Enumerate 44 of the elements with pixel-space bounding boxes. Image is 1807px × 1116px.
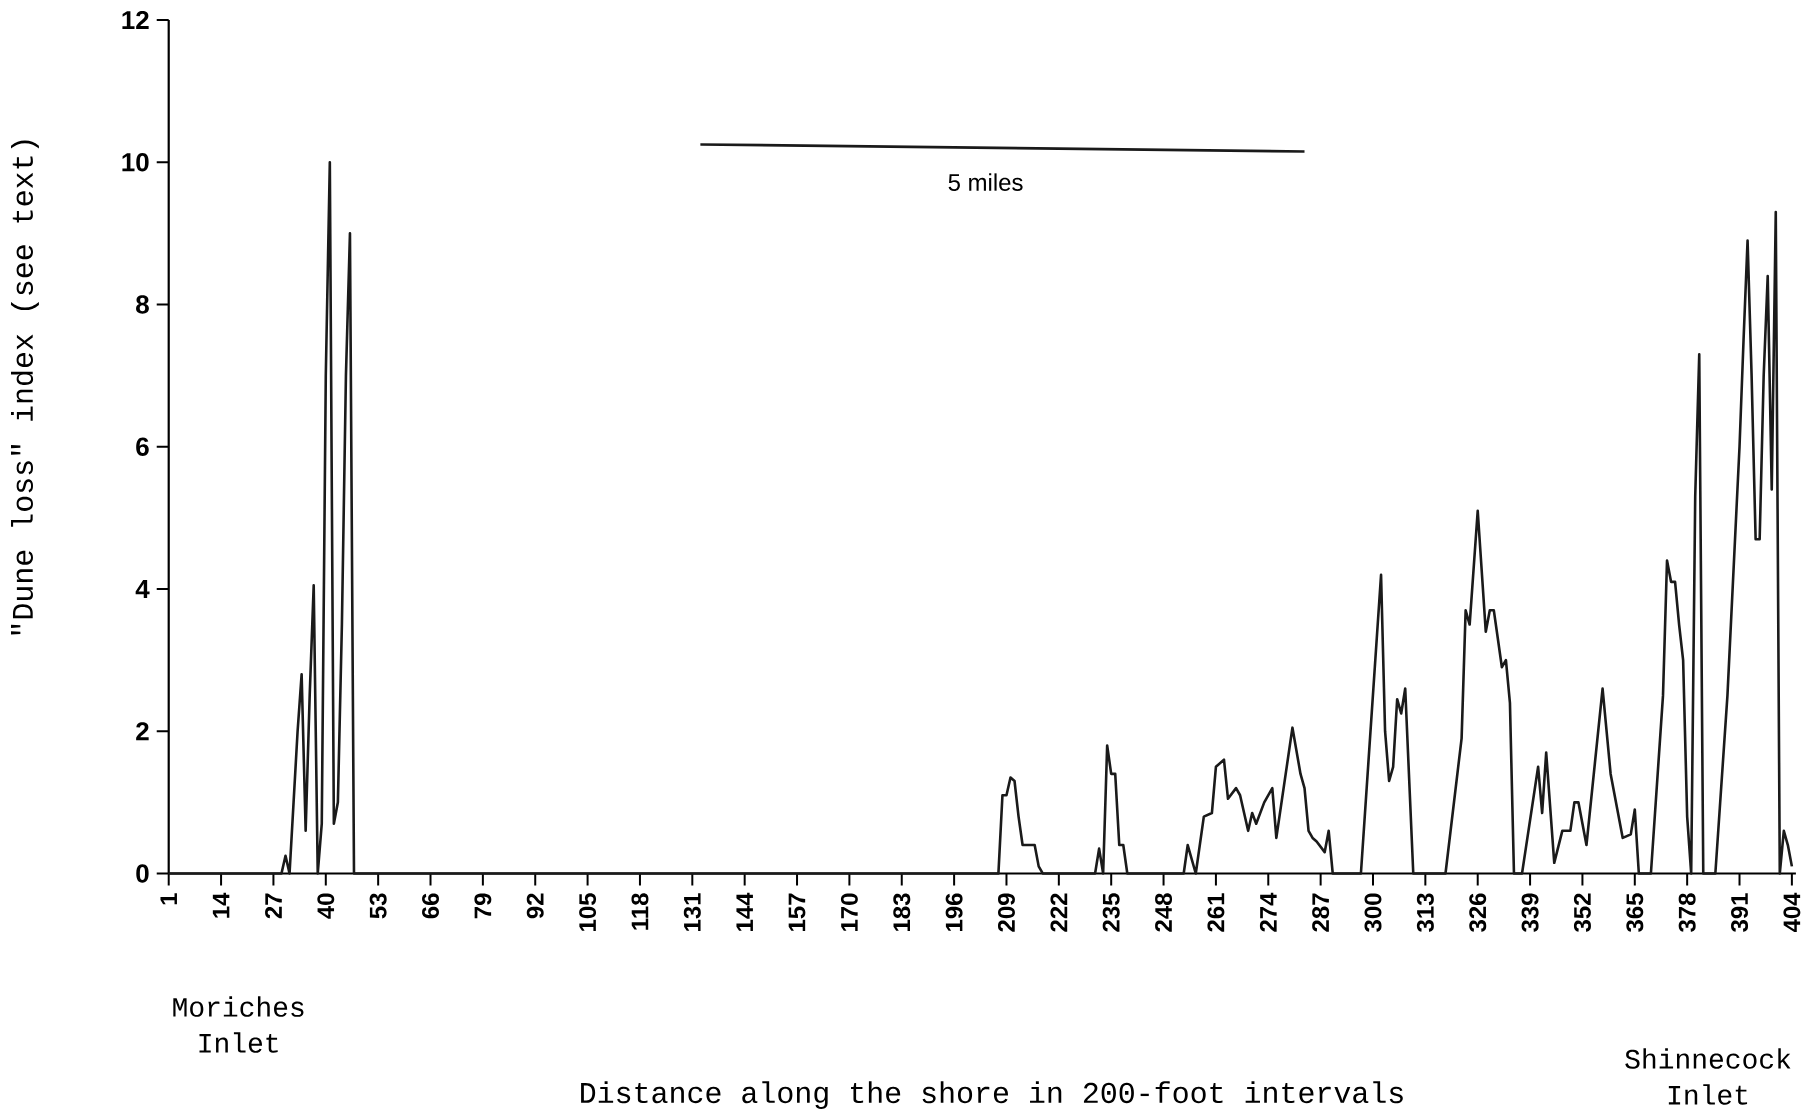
x-tick-label: 118 [631, 893, 649, 930]
x-tick-label: 378 [1678, 893, 1696, 932]
x-tick-label: 313 [1416, 893, 1434, 932]
x-tick-label: 235 [1102, 893, 1120, 932]
x-tick-label: 196 [945, 893, 963, 931]
x-tick-label: 339 [1521, 893, 1539, 932]
x-tick-label: 222 [1050, 893, 1068, 932]
y-tick-label: 2 [136, 722, 149, 741]
y-tick-label: 4 [135, 580, 150, 598]
x-tick-label: 274 [1259, 892, 1277, 932]
y-tick-label: 12 [122, 10, 149, 29]
x-tick-label: 157 [788, 893, 806, 931]
y-tick-label: 0 [136, 864, 149, 883]
y-tick-label: 10 [122, 152, 149, 172]
x-tick-label: 27 [265, 893, 282, 919]
x-tick-label: 53 [369, 893, 387, 919]
text: Shinnecock Inlet [1625, 1048, 1791, 1105]
x-tick-label: 144 [736, 892, 753, 931]
y-tick-label: 6 [136, 437, 149, 456]
x-tick-label: 92 [526, 893, 544, 919]
x-tick-label: 66 [422, 893, 439, 919]
x-tick-label: 261 [1207, 893, 1225, 932]
x-tick-label: 40 [317, 893, 335, 919]
x-tick-label: 287 [1312, 893, 1330, 932]
x-tick-label: 365 [1626, 893, 1644, 932]
x-tick-label: 404 [1783, 892, 1801, 933]
x-tick-label: 248 [1155, 893, 1173, 932]
x-axis-title: Distance along the shore in 200-foot intervals [581, 1081, 1403, 1110]
text: Moriches Inlet [173, 996, 304, 1053]
x-tick-label: 1 [160, 893, 177, 905]
x-tick-label: 170 [840, 893, 858, 931]
x-tick-label: 209 [998, 893, 1015, 932]
x-tick-label: 183 [893, 893, 911, 931]
y-tick-label: 8 [136, 295, 149, 314]
x-tick-label: 105 [579, 893, 597, 931]
x-tick-label: 391 [1731, 893, 1749, 932]
annotation: 5 miles [948, 173, 1023, 191]
x-tick-label: 14 [212, 892, 230, 918]
x-tick-label: 300 [1364, 893, 1382, 932]
x-tick-label: 326 [1469, 893, 1487, 932]
x-tick-label: 79 [474, 893, 492, 919]
y-axis-title: "Dune loss" index (see text) [11, 140, 39, 635]
x-tick-label: 352 [1573, 893, 1591, 932]
x-tick-label: 131 [683, 893, 701, 931]
